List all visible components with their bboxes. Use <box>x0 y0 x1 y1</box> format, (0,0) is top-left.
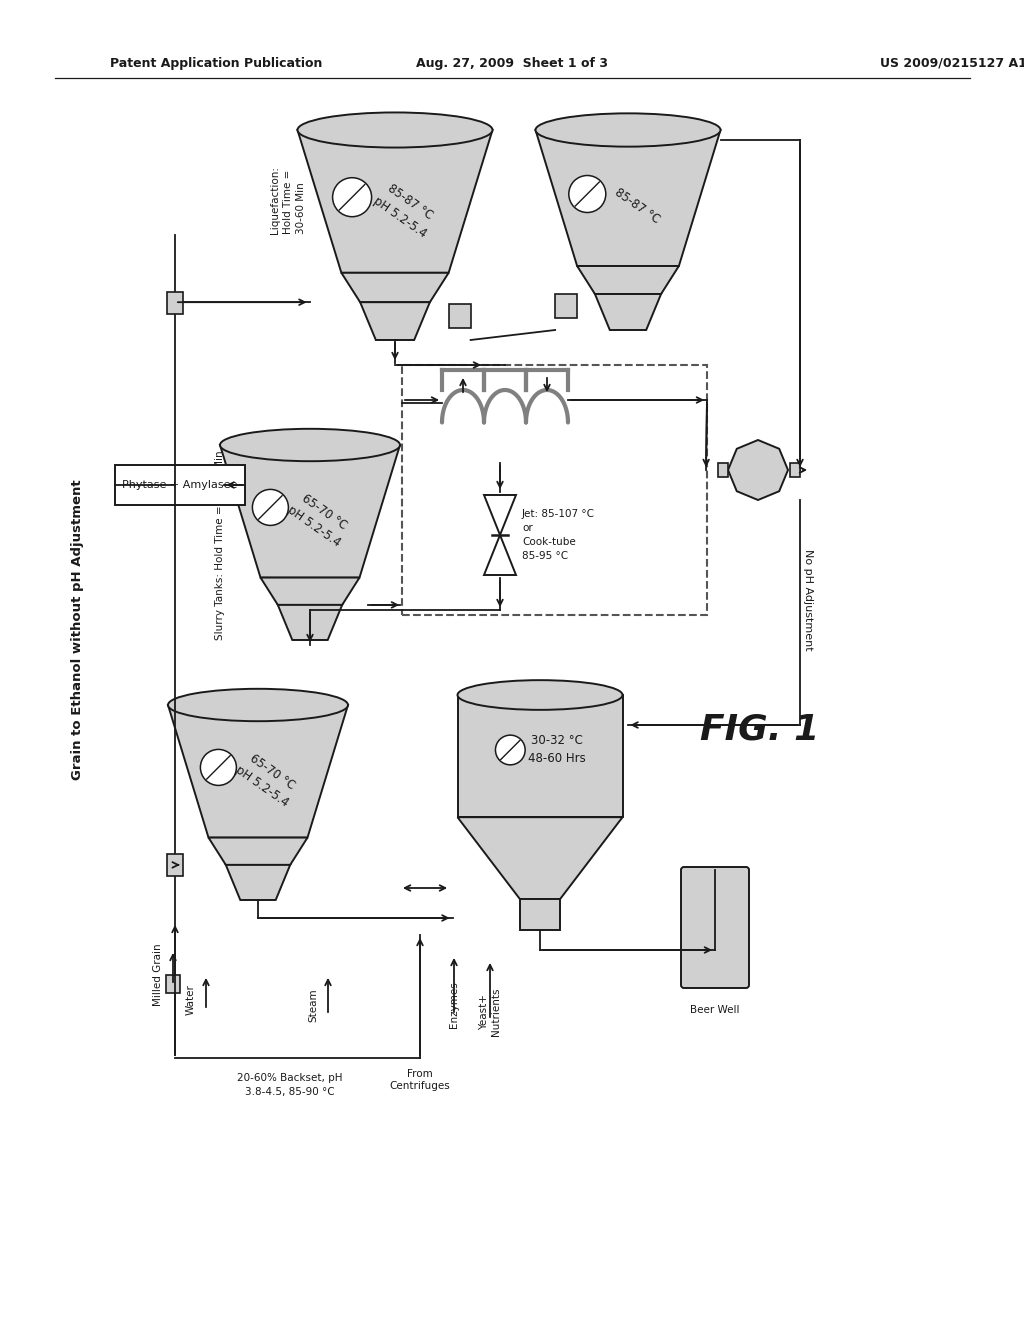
Text: Milled Grain: Milled Grain <box>153 944 163 1006</box>
Circle shape <box>568 176 606 213</box>
Text: 20-60% Backset, pH
3.8-4.5, 85-90 °C: 20-60% Backset, pH 3.8-4.5, 85-90 °C <box>238 1073 343 1097</box>
Polygon shape <box>341 273 449 302</box>
Text: Aug. 27, 2009  Sheet 1 of 3: Aug. 27, 2009 Sheet 1 of 3 <box>416 57 608 70</box>
Text: Yeast+
Nutrients: Yeast+ Nutrients <box>479 987 501 1036</box>
Polygon shape <box>360 302 430 341</box>
Bar <box>449 304 471 327</box>
Polygon shape <box>595 294 662 330</box>
Bar <box>790 463 800 477</box>
Text: Water: Water <box>186 985 196 1015</box>
Text: Enzymes: Enzymes <box>449 982 459 1028</box>
Text: US 2009/0215127 A1: US 2009/0215127 A1 <box>880 57 1024 70</box>
Polygon shape <box>484 495 516 535</box>
Ellipse shape <box>458 680 623 710</box>
Text: 85-87 °C
pH 5.2-5.4: 85-87 °C pH 5.2-5.4 <box>371 180 439 240</box>
Polygon shape <box>209 838 307 865</box>
Polygon shape <box>260 578 359 605</box>
Polygon shape <box>484 535 516 576</box>
Ellipse shape <box>168 689 348 721</box>
Circle shape <box>333 178 372 216</box>
Bar <box>402 366 707 615</box>
Polygon shape <box>298 129 493 273</box>
Text: Beer Well: Beer Well <box>690 1005 739 1015</box>
Polygon shape <box>728 440 788 500</box>
Text: 85-87 °C: 85-87 °C <box>612 186 663 226</box>
Polygon shape <box>578 267 679 294</box>
Circle shape <box>496 735 525 764</box>
Text: Phytase + Amylasee: Phytase + Amylasee <box>122 480 238 490</box>
Polygon shape <box>220 445 400 578</box>
Polygon shape <box>226 865 290 900</box>
Text: 30-32 °C
48-60 Hrs: 30-32 °C 48-60 Hrs <box>527 734 586 766</box>
Text: 65-70 °C
pH 5.2-5.4: 65-70 °C pH 5.2-5.4 <box>232 748 301 809</box>
Circle shape <box>252 490 289 525</box>
Bar <box>166 975 180 993</box>
Polygon shape <box>278 605 342 640</box>
Polygon shape <box>536 129 721 267</box>
Text: Patent Application Publication: Patent Application Publication <box>110 57 323 70</box>
Ellipse shape <box>536 114 721 147</box>
Polygon shape <box>168 705 348 838</box>
Text: FIG. 1: FIG. 1 <box>700 713 819 747</box>
Text: Jet: 85-107 °C
or
Cook-tube
85-95 °C: Jet: 85-107 °C or Cook-tube 85-95 °C <box>522 510 595 561</box>
Polygon shape <box>458 696 623 817</box>
Text: Liquefaction:
Hold Time =
30-60 Min: Liquefaction: Hold Time = 30-60 Min <box>270 166 306 234</box>
Polygon shape <box>458 817 623 899</box>
Text: From
Centrifuges: From Centrifuges <box>389 1069 451 1092</box>
Text: Slurry Tanks: Hold Time = 30-60 Min: Slurry Tanks: Hold Time = 30-60 Min <box>215 450 225 640</box>
Bar <box>555 294 578 318</box>
Circle shape <box>201 750 237 785</box>
Polygon shape <box>520 899 560 931</box>
Bar <box>167 292 183 314</box>
Text: 65-70 °C
pH 5.2-5.4: 65-70 °C pH 5.2-5.4 <box>285 488 353 549</box>
Ellipse shape <box>220 429 400 461</box>
Text: Grain to Ethanol without pH Adjustment: Grain to Ethanol without pH Adjustment <box>72 479 85 780</box>
Bar <box>115 465 245 506</box>
FancyBboxPatch shape <box>681 867 749 987</box>
Bar <box>718 463 728 477</box>
Ellipse shape <box>298 112 493 148</box>
Text: Steam: Steam <box>308 989 318 1022</box>
Text: No pH Adjustment: No pH Adjustment <box>803 549 813 651</box>
Bar <box>167 854 183 876</box>
